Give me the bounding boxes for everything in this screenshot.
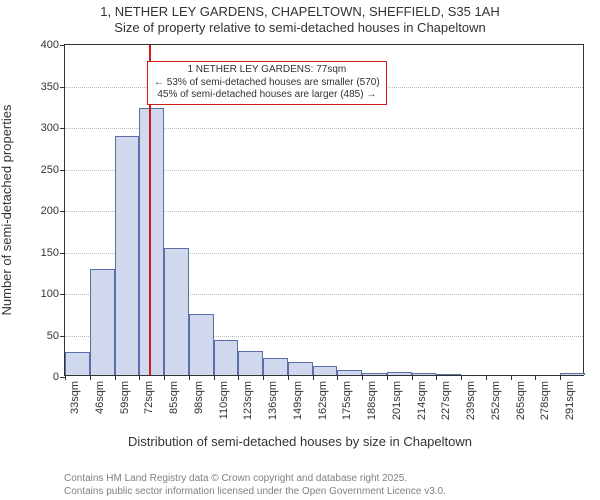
xtick-mark (139, 375, 140, 380)
ytick-label: 350 (41, 81, 65, 93)
ytick-label: 300 (41, 122, 65, 134)
title-line-2: Size of property relative to semi-detach… (0, 20, 600, 36)
chart-title: 1, NETHER LEY GARDENS, CHAPELTOWN, SHEFF… (0, 4, 600, 37)
xtick-mark (189, 375, 190, 380)
histogram-bar (337, 370, 362, 375)
xtick-mark (535, 375, 536, 380)
xtick-label: 136sqm (267, 381, 279, 420)
xtick-label: 188sqm (366, 381, 378, 420)
annotation-box: 1 NETHER LEY GARDENS: 77sqm← 53% of semi… (147, 61, 387, 105)
histogram-bar (387, 372, 412, 375)
histogram-bar (90, 269, 115, 375)
xtick-mark (164, 375, 165, 380)
annotation-line-1: 1 NETHER LEY GARDENS: 77sqm (154, 64, 380, 77)
histogram-bar (412, 373, 437, 375)
histogram-bar (238, 351, 263, 375)
xtick-mark (412, 375, 413, 380)
xtick-label: 85sqm (168, 381, 180, 414)
xtick-label: 175sqm (341, 381, 353, 420)
ytick-label: 200 (41, 205, 65, 217)
xtick-mark (511, 375, 512, 380)
histogram-bar (263, 358, 288, 375)
histogram-bar (214, 340, 239, 375)
ytick-label: 50 (47, 330, 65, 342)
xtick-label: 201sqm (391, 381, 403, 420)
xtick-label: 59sqm (119, 381, 131, 414)
xtick-mark (288, 375, 289, 380)
histogram-bar (288, 362, 313, 375)
xtick-label: 162sqm (317, 381, 329, 420)
xtick-mark (238, 375, 239, 380)
xtick-mark (313, 375, 314, 380)
y-axis-label: Number of semi-detached properties (0, 105, 14, 316)
xtick-label: 98sqm (193, 381, 205, 414)
xtick-label: 149sqm (292, 381, 304, 420)
histogram-bar (313, 366, 338, 375)
xtick-mark (115, 375, 116, 380)
ytick-label: 400 (41, 39, 65, 51)
ytick-label: 0 (53, 371, 65, 383)
xtick-mark (214, 375, 215, 380)
histogram-bar (436, 374, 461, 375)
xtick-label: 46sqm (94, 381, 106, 414)
annotation-line-2: ← 53% of semi-detached houses are smalle… (154, 77, 380, 90)
ytick-label: 250 (41, 164, 65, 176)
xtick-mark (65, 375, 66, 380)
xtick-label: 110sqm (218, 381, 230, 419)
ytick-label: 100 (41, 288, 65, 300)
footer-line-2: Contains public sector information licen… (64, 486, 446, 499)
histogram-bar (189, 314, 214, 375)
xtick-label: 214sqm (416, 381, 428, 420)
xtick-mark (337, 375, 338, 380)
xtick-label: 33sqm (69, 381, 81, 414)
xtick-mark (263, 375, 264, 380)
xtick-label: 72sqm (143, 381, 155, 414)
histogram-bar (139, 108, 164, 375)
xtick-mark (362, 375, 363, 380)
footer-attribution: Contains HM Land Registry data © Crown c… (64, 473, 446, 498)
xtick-mark (387, 375, 388, 380)
histogram-bar (560, 373, 585, 375)
x-axis-label: Distribution of semi-detached houses by … (0, 434, 600, 449)
xtick-label: 291sqm (564, 381, 576, 420)
histogram-bar (362, 373, 387, 375)
xtick-label: 265sqm (515, 381, 527, 420)
xtick-label: 123sqm (242, 381, 254, 420)
chart-container: 1, NETHER LEY GARDENS, CHAPELTOWN, SHEFF… (0, 0, 600, 500)
xtick-label: 239sqm (465, 381, 477, 420)
plot-area: 05010015020025030035040033sqm46sqm59sqm7… (64, 44, 584, 376)
xtick-label: 252sqm (490, 381, 502, 420)
xtick-mark (90, 375, 91, 380)
xtick-mark (486, 375, 487, 380)
ytick-label: 150 (41, 247, 65, 259)
xtick-mark (436, 375, 437, 380)
title-line-1: 1, NETHER LEY GARDENS, CHAPELTOWN, SHEFF… (0, 4, 600, 20)
histogram-bar (65, 352, 90, 375)
histogram-bar (164, 248, 189, 375)
xtick-mark (461, 375, 462, 380)
xtick-label: 278sqm (539, 381, 551, 420)
annotation-line-3: 45% of semi-detached houses are larger (… (154, 89, 380, 102)
xtick-label: 227sqm (440, 381, 452, 420)
histogram-bar (115, 136, 140, 375)
xtick-mark (560, 375, 561, 380)
footer-line-1: Contains HM Land Registry data © Crown c… (64, 473, 446, 486)
